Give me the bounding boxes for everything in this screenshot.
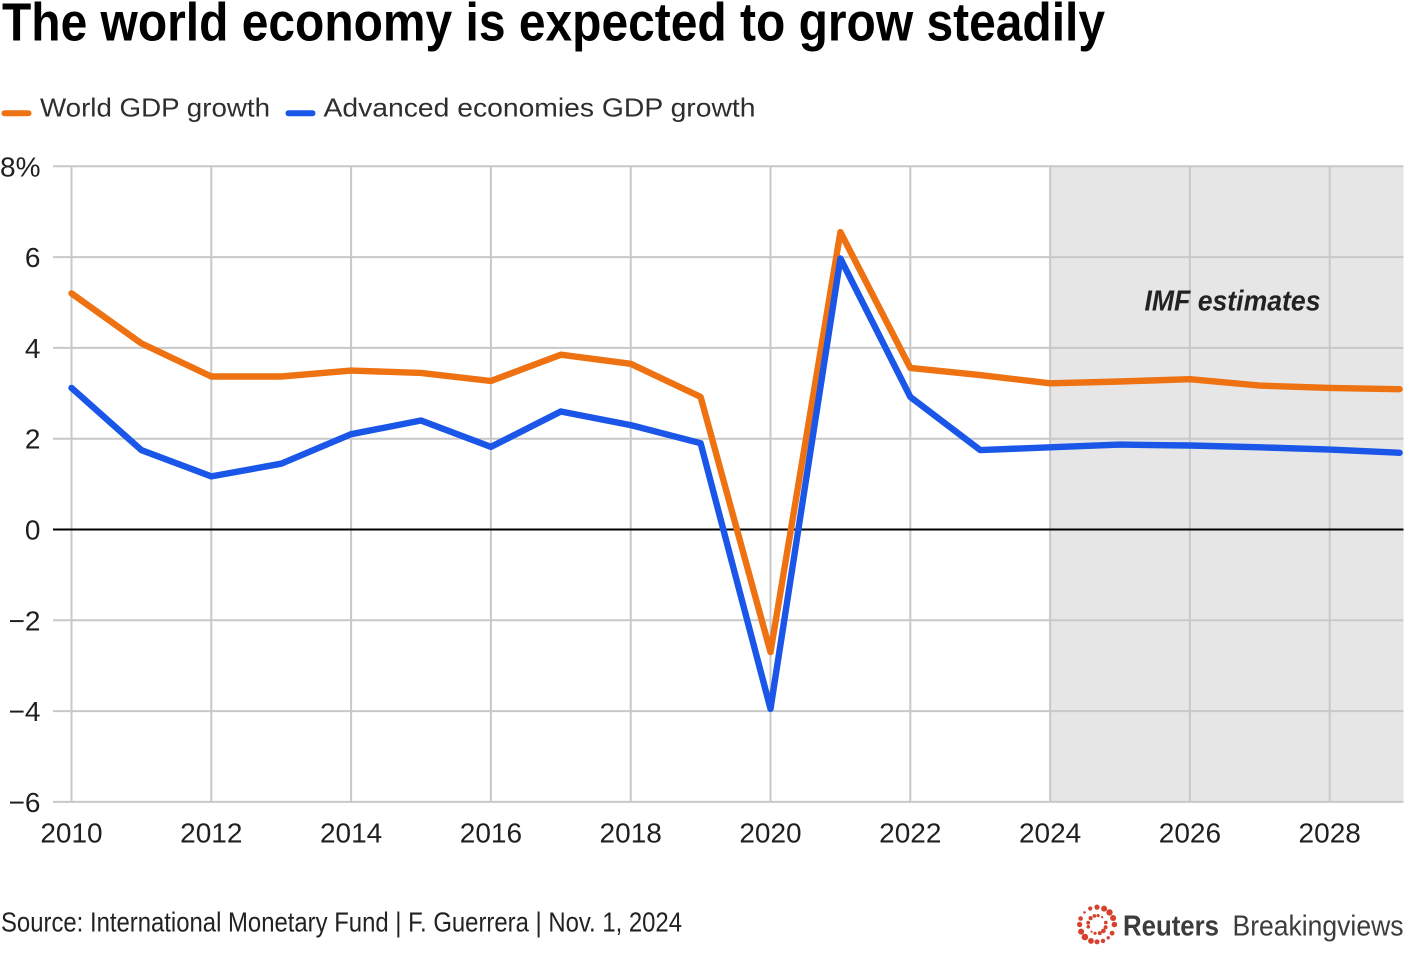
svg-text:IMF estimates: IMF estimates bbox=[1145, 285, 1321, 317]
svg-text:2018: 2018 bbox=[600, 818, 662, 849]
svg-text:−4: −4 bbox=[9, 696, 41, 727]
svg-text:2014: 2014 bbox=[320, 818, 382, 849]
svg-text:0: 0 bbox=[25, 515, 41, 546]
svg-text:Breakingviews: Breakingviews bbox=[1233, 911, 1404, 943]
svg-text:6: 6 bbox=[25, 242, 41, 273]
svg-text:2024: 2024 bbox=[1019, 818, 1081, 849]
svg-text:Source: International Monetary: Source: International Monetary Fund | F.… bbox=[1, 906, 682, 937]
svg-text:2016: 2016 bbox=[460, 818, 522, 849]
svg-text:The world economy is expected: The world economy is expected to grow st… bbox=[2, 0, 1105, 53]
svg-text:8%: 8% bbox=[0, 151, 40, 182]
svg-text:−2: −2 bbox=[9, 605, 41, 636]
svg-text:−6: −6 bbox=[9, 787, 41, 818]
svg-text:2026: 2026 bbox=[1159, 818, 1221, 849]
svg-text:2020: 2020 bbox=[739, 818, 801, 849]
svg-text:2010: 2010 bbox=[40, 818, 102, 849]
svg-text:World GDP growth: World GDP growth bbox=[40, 92, 270, 122]
svg-text:2: 2 bbox=[25, 424, 41, 455]
svg-text:4: 4 bbox=[25, 333, 41, 364]
svg-text:2022: 2022 bbox=[879, 818, 941, 849]
svg-text:Advanced economies GDP growth: Advanced economies GDP growth bbox=[324, 92, 756, 122]
svg-text:2028: 2028 bbox=[1299, 818, 1361, 849]
svg-text:2012: 2012 bbox=[180, 818, 242, 849]
svg-text:Reuters: Reuters bbox=[1123, 911, 1219, 943]
